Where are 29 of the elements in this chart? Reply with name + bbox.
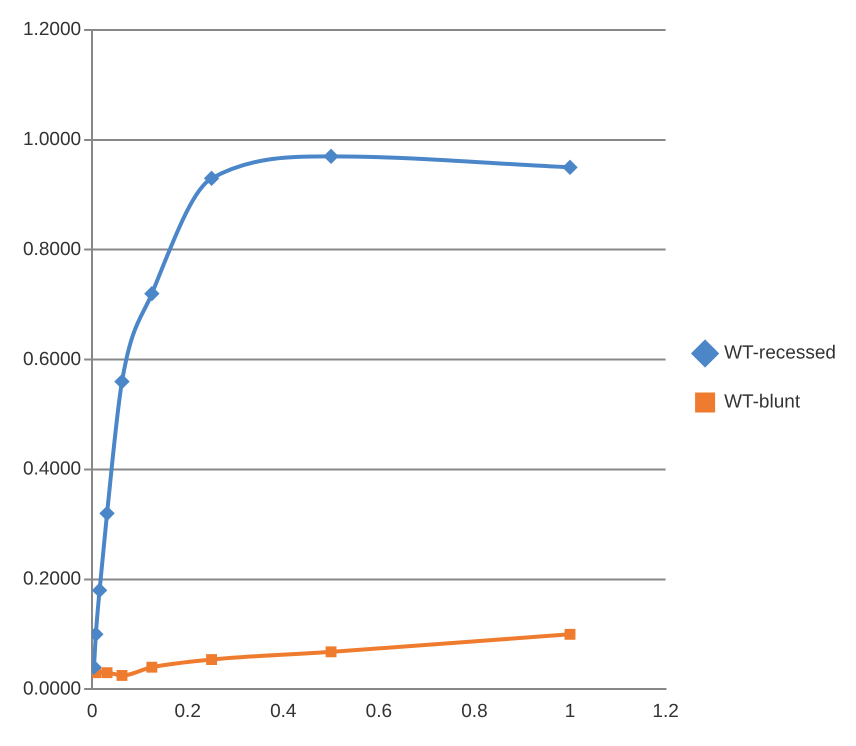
y-tick-label: 1.0000	[22, 129, 82, 150]
point	[324, 148, 339, 164]
x-tick-label: 1.2	[652, 700, 679, 722]
y-tick-label: 0.8000	[22, 238, 82, 260]
point	[564, 628, 576, 640]
x-tick-label: 0.8	[461, 700, 488, 722]
legend-label: WT-blunt	[724, 392, 801, 413]
point	[100, 506, 115, 521]
point	[144, 286, 160, 302]
y-tick-label: 0.2000	[22, 568, 82, 590]
x-tick-label: 1	[564, 700, 576, 722]
x-tick-label: 0.4	[270, 700, 297, 722]
y-tick-label: 0.0000	[22, 678, 82, 700]
point	[114, 374, 130, 390]
point	[204, 170, 220, 186]
legend-label: WT-recessed	[724, 342, 836, 364]
point	[326, 646, 337, 658]
point	[116, 670, 128, 681]
y-tick-label: 0.4000	[22, 458, 82, 480]
point	[146, 662, 158, 673]
point	[206, 654, 218, 665]
point	[102, 667, 112, 678]
x-tick-label: 0	[86, 700, 98, 722]
y-tick-label: 1.2000	[22, 19, 82, 40]
x-tick-label: 0.6	[366, 700, 392, 722]
x-tick-label: 0.2	[174, 700, 201, 722]
point	[562, 160, 578, 175]
y-tick-label: 0.6000	[22, 348, 82, 370]
point	[92, 582, 108, 598]
